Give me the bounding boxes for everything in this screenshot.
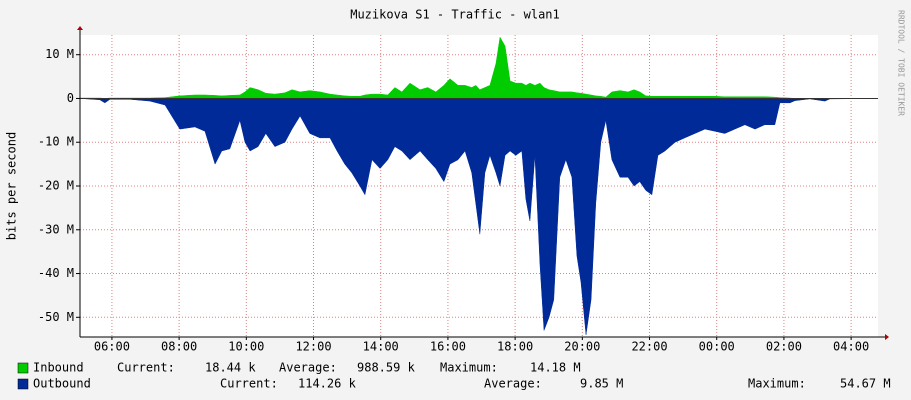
watermark: RRDTOOL / TOBI OETIKER <box>897 10 906 116</box>
legend-stat-label: Maximum: <box>440 361 498 375</box>
x-tick-label: 18:00 <box>497 340 533 354</box>
legend-stat-label: Current: <box>220 377 278 391</box>
data <box>79 36 879 335</box>
x-tick-label: 10:00 <box>228 340 264 354</box>
y-tick-label: 10 M <box>45 47 74 61</box>
chart-title: Muzikova S1 - Traffic - wlan1 <box>350 8 560 22</box>
y-tick-label: -20 M <box>38 179 74 193</box>
x-tick-label: 00:00 <box>699 340 735 354</box>
legend-stat-value: 988.59 k <box>357 361 416 375</box>
x-tick-label: 04:00 <box>833 340 869 354</box>
x-tick-label: 14:00 <box>363 340 399 354</box>
x-tick-label: 02:00 <box>766 340 802 354</box>
legend-stat-label: Average: <box>279 361 337 375</box>
y-tick-label: -30 M <box>38 222 74 236</box>
y-tick-label: -50 M <box>38 310 74 324</box>
x-tick-label: 06:00 <box>94 340 130 354</box>
legend-stat-label: Current: <box>117 361 175 375</box>
y-tick-label: -10 M <box>38 135 74 149</box>
y-axis-arrow <box>77 26 83 30</box>
legend-swatch <box>17 378 29 390</box>
legend-label: Inbound <box>33 361 84 375</box>
x-tick-label: 16:00 <box>430 340 466 354</box>
x-tick-label: 22:00 <box>631 340 667 354</box>
x-tick-label: 20:00 <box>564 340 600 354</box>
legend-stat-value: 14.18 M <box>530 361 581 375</box>
legend-stat-value: 114.26 k <box>298 377 357 391</box>
legend-swatch <box>17 362 29 374</box>
area <box>79 98 879 335</box>
x-tick-label: 12:00 <box>295 340 331 354</box>
legend-stat-label: Average: <box>484 377 542 391</box>
y-axis-label: bits per second <box>5 132 19 240</box>
legend-stat-label: Maximum: <box>748 377 806 391</box>
legend-stat-value: 54.67 M <box>840 377 891 391</box>
legend-stat-value: 9.85 M <box>580 377 623 391</box>
axes: 10 M 0 -10 M -20 M -30 M -40 M -50 M 06:00 08:00… <box>17 26 891 391</box>
x-tick-label: 08:00 <box>161 340 197 354</box>
legend-stat-value: 18.44 k <box>205 361 256 375</box>
area <box>79 36 878 99</box>
y-tick-label: -40 M <box>38 266 74 280</box>
y-tick-label: 0 <box>67 91 74 105</box>
legend-label: Outbound <box>33 377 91 391</box>
x-axis-arrow <box>885 334 889 340</box>
